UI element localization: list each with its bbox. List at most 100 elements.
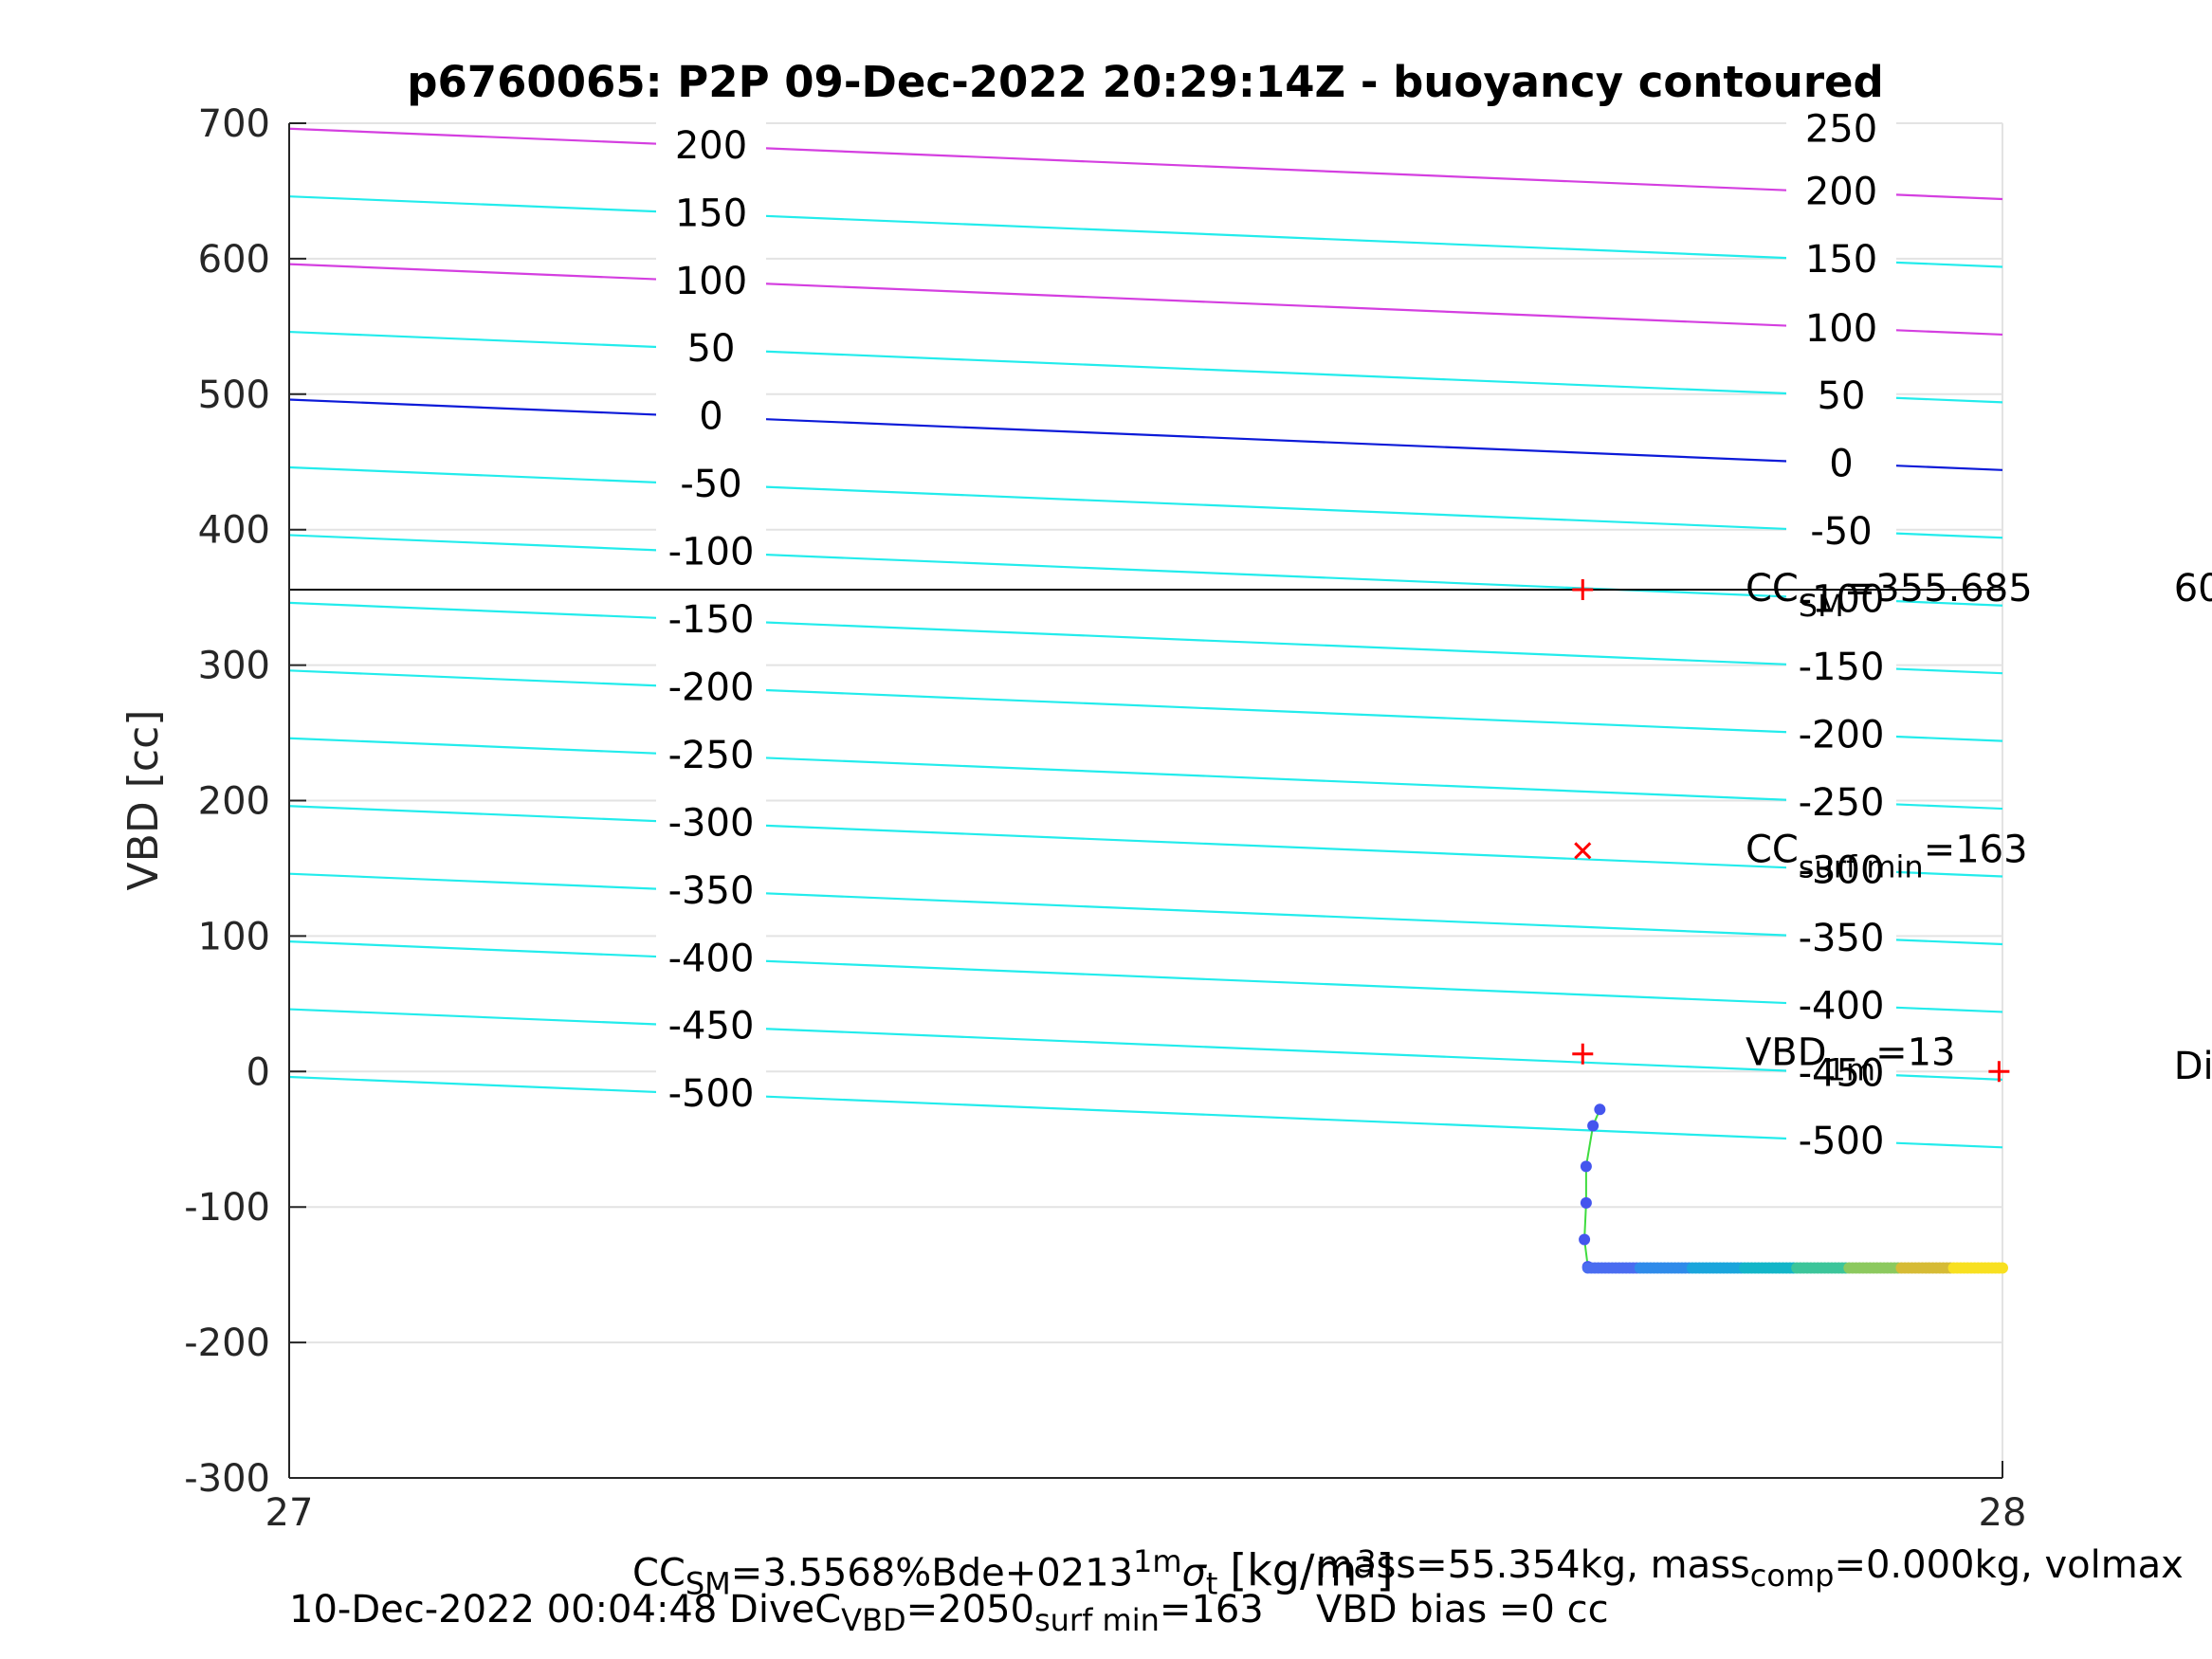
annotation-main: CC <box>1746 828 1799 871</box>
markers <box>1572 579 2010 1083</box>
contour-label: 150 <box>1805 238 1877 282</box>
annotation-main: VBD <box>1746 1031 1827 1075</box>
contour-label: -50 <box>680 463 741 506</box>
y-tick-label: 600 <box>198 238 270 282</box>
contour-label-bg <box>1786 1048 1896 1092</box>
contour-label-bg <box>1786 980 1896 1025</box>
contour-label-bg <box>656 662 766 706</box>
contour-label: -200 <box>668 665 755 709</box>
contour-line <box>288 940 2003 1013</box>
contour-lines <box>288 127 2003 1149</box>
footer-units: [kg/m <box>1230 1544 1358 1596</box>
contour-label-bg <box>656 729 766 774</box>
contour-label-bg <box>656 188 766 232</box>
contour-label: -300 <box>1799 848 1885 892</box>
contour-line <box>288 263 2003 337</box>
contour-label-bg <box>656 594 766 639</box>
contour-label-bg <box>1786 709 1896 754</box>
contour-label-bg <box>1786 912 1896 957</box>
y-tick-label: -200 <box>184 1322 270 1365</box>
contour-label: -150 <box>668 598 755 642</box>
annotation-value: =13 <box>1875 1031 1955 1075</box>
contour-label: 200 <box>675 124 747 168</box>
y-tick-label: 100 <box>198 915 270 958</box>
contour-label-bg <box>1786 506 1896 551</box>
annotation-label: 60 <box>2174 567 2212 611</box>
contour-line <box>288 1008 2003 1081</box>
contour-line <box>288 1075 2003 1149</box>
footer-units-sup: 3 <box>1357 1543 1377 1579</box>
annotation-label: CCsurf min=163 <box>1746 828 2028 884</box>
plus-marker <box>1572 579 1594 601</box>
y-tick-label: 300 <box>198 645 270 688</box>
footer-sigma: σ <box>1181 1551 1206 1595</box>
contour-label-bg <box>656 323 766 368</box>
contour-label-bg <box>656 255 766 300</box>
y-axis-label: VBD [cc] <box>119 710 168 891</box>
contour-label: -500 <box>668 1072 755 1116</box>
y-tick-label: -100 <box>184 1186 270 1230</box>
contour-label: -150 <box>1799 646 1885 689</box>
contour-label-bg <box>1786 776 1896 821</box>
contour-label-bg <box>1786 845 1896 889</box>
contour-label-bg <box>1786 438 1896 483</box>
data-series <box>1579 1103 2008 1274</box>
footer-surf-val: =163 <box>1159 1588 1264 1632</box>
annotation-sub: SM <box>1799 588 1844 624</box>
contour-label-bg <box>1786 103 1896 148</box>
contour-label-bg <box>1786 642 1896 686</box>
series-point <box>1579 1233 1591 1246</box>
series-point <box>1580 1160 1592 1173</box>
x-tick-label: 28 <box>1979 1491 2027 1535</box>
annotation-label: CCSM=355.685 <box>1746 567 2033 624</box>
footer-cc-label: CC <box>632 1551 686 1595</box>
annotation-sub: surf min <box>1799 848 1924 884</box>
contour-label: 50 <box>1818 374 1866 418</box>
footer-mass: mass=55.354kg, mass <box>1316 1543 1750 1587</box>
contour-label-bg <box>656 459 766 503</box>
contour-label-bg <box>656 526 766 571</box>
y-tick-label: 500 <box>198 374 270 417</box>
contour-line <box>288 601 2003 675</box>
annotation-label: VBD1m=13 <box>1746 1031 1956 1088</box>
x-marker <box>1574 842 1592 860</box>
contour-labels: 200 150 100 50 0 -50 -100 -150 -200 -250 -300 -350 -… <box>656 103 1896 1163</box>
contour-line <box>288 805 2003 878</box>
contour-label: -450 <box>668 1005 755 1048</box>
footer-surf-sub: surf min <box>1033 1602 1160 1638</box>
contour-line <box>288 127 2003 201</box>
annotation-label: Di <box>2174 1045 2212 1088</box>
annotation-main: CC <box>1746 567 1799 611</box>
footer-right-2: VBD bias =0 cc <box>1316 1588 1609 1632</box>
footer-right-1: mass=55.354kg, masscomp=0.000kg, volmax <box>1316 1543 2184 1594</box>
contour-label-bg <box>1786 371 1896 415</box>
contour-line <box>288 330 2003 404</box>
annotation-value: =355.685 <box>1844 567 2033 611</box>
contour-label-bg <box>656 865 766 909</box>
contour-line <box>288 534 2003 607</box>
contour-label-bg <box>656 797 766 842</box>
contour-label: 50 <box>687 327 736 371</box>
contour-label: -400 <box>668 937 755 980</box>
footer-cc-sub: SM <box>685 1565 731 1602</box>
annotation-sub: 1m <box>1827 1052 1876 1088</box>
y-tick-label: -300 <box>184 1457 270 1501</box>
series-trail-point <box>1997 1262 2008 1274</box>
series-point <box>1587 1120 1600 1132</box>
contour-label: -300 <box>668 801 755 845</box>
contour-line <box>288 195 2003 268</box>
contour-label: 0 <box>1829 443 1853 486</box>
contour-label: -200 <box>1799 713 1885 757</box>
footer-mass-comp: =0.000kg, volmax <box>1834 1543 2184 1587</box>
series-point <box>1594 1103 1606 1116</box>
contour-line <box>288 737 2003 811</box>
contour-label-bg <box>1786 574 1896 618</box>
contour-label: 0 <box>699 395 722 439</box>
contour-label: -350 <box>668 869 755 913</box>
grid <box>289 122 2003 1479</box>
contour-label: -250 <box>668 734 755 777</box>
y-tick-label: 700 <box>198 102 270 146</box>
y-tick-label: 400 <box>198 509 270 553</box>
y-tick-label: 0 <box>247 1050 270 1094</box>
